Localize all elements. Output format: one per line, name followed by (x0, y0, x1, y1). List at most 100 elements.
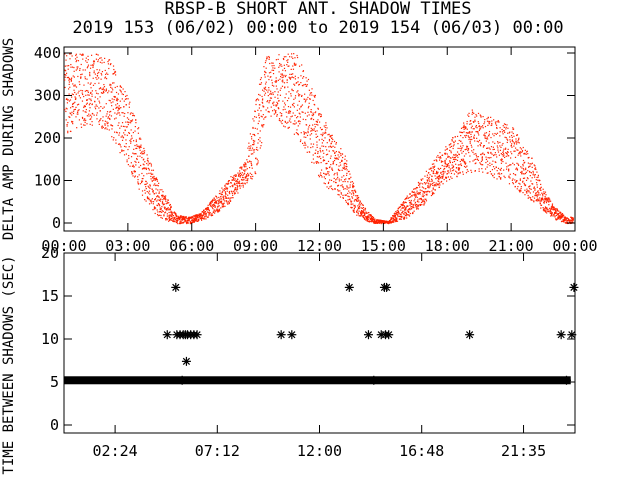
top-data-point (243, 164, 245, 166)
bottom-y-axis-label: TIME BETWEEN SHADOWS (SEC) (1, 255, 17, 474)
top-data-point (558, 216, 561, 218)
top-data-point (152, 190, 154, 193)
top-data-point (329, 186, 331, 188)
top-data-point (232, 196, 234, 199)
top-data-point (499, 173, 501, 175)
top-data-point (304, 83, 307, 86)
top-data-point (243, 173, 245, 175)
top-data-point (166, 201, 168, 203)
top-data-point (410, 206, 412, 208)
top-data-point (133, 166, 135, 168)
top-data-point (517, 141, 519, 143)
top-data-point (255, 98, 258, 101)
top-data-point (75, 93, 77, 95)
top-data-point (86, 99, 88, 101)
top-data-point (260, 145, 262, 147)
top-data-point (363, 210, 365, 212)
top-data-point (480, 160, 483, 162)
top-data-point (180, 215, 182, 217)
top-data-point (466, 120, 468, 123)
top-data-point (170, 214, 172, 216)
top-data-point (131, 171, 133, 173)
top-data-point (149, 200, 152, 202)
top-data-point (72, 121, 74, 123)
top-data-point (82, 93, 84, 96)
top-data-point (376, 219, 379, 221)
top-data-point (448, 178, 451, 181)
top-data-point (205, 213, 207, 215)
top-data-point (508, 155, 510, 157)
top-data-point (130, 142, 132, 144)
top-data-point (545, 199, 547, 201)
top-data-point (310, 118, 313, 120)
top-data-point (218, 205, 220, 207)
top-data-point (358, 205, 361, 207)
top-data-point (238, 185, 240, 187)
top-data-point (405, 206, 407, 208)
top-data-point (520, 173, 523, 175)
top-data-point (403, 216, 406, 218)
top-data-point (446, 172, 448, 175)
top-data-point (113, 68, 115, 71)
top-data-point (184, 217, 186, 219)
top-data-point (438, 174, 440, 177)
top-data-point (491, 163, 493, 165)
top-data-point (101, 88, 103, 90)
top-data-point (481, 126, 483, 128)
top-data-point (445, 163, 447, 165)
top-data-point (295, 63, 297, 65)
top-data-point (501, 154, 503, 156)
top-data-point (303, 84, 305, 86)
top-data-point (154, 183, 156, 185)
top-data-point (516, 149, 518, 151)
top-data-point (341, 153, 344, 155)
top-data-point (217, 206, 219, 208)
top-data-point (470, 131, 472, 133)
top-data-point (444, 171, 446, 173)
top-data-point (441, 164, 443, 167)
top-data-point (352, 182, 355, 184)
top-data-point (74, 101, 76, 103)
top-data-point (478, 168, 480, 170)
top-data-point (248, 155, 250, 157)
top-data-point (220, 193, 222, 196)
top-data-point (139, 149, 141, 151)
top-data-point (522, 159, 525, 162)
top-data-point (128, 118, 130, 120)
top-data-point (521, 170, 523, 172)
top-data-point (337, 184, 340, 186)
top-data-point (405, 201, 407, 204)
top-data-point (323, 125, 325, 127)
top-data-point (565, 217, 567, 219)
top-data-point (240, 174, 243, 176)
top-data-point (214, 205, 216, 207)
top-data-point (437, 175, 439, 178)
top-data-point (261, 124, 263, 126)
top-y-axis-label: DELTA AMP DURING SHADOWS (1, 38, 17, 240)
top-data-point (434, 189, 436, 191)
top-data-point (502, 155, 504, 157)
top-data-point (233, 175, 235, 177)
top-data-point (97, 54, 99, 56)
top-data-point (547, 197, 549, 199)
top-data-point (76, 66, 78, 68)
top-data-point (517, 140, 519, 142)
top-data-point (77, 103, 80, 105)
top-data-point (236, 180, 238, 182)
top-data-point (137, 128, 139, 130)
top-data-point (164, 198, 166, 200)
top-data-point (314, 96, 316, 98)
top-data-point (146, 162, 148, 165)
top-data-point (122, 112, 124, 114)
top-data-point (114, 72, 116, 74)
top-data-point (539, 197, 541, 199)
top-data-point (359, 201, 361, 203)
top-data-point (525, 179, 528, 181)
top-data-point (529, 165, 531, 167)
bottom-data-point (344, 282, 354, 292)
top-data-point (393, 219, 395, 221)
top-data-point (83, 106, 85, 109)
top-data-point (372, 216, 375, 219)
top-data-point (511, 146, 513, 148)
top-data-point (544, 200, 546, 202)
